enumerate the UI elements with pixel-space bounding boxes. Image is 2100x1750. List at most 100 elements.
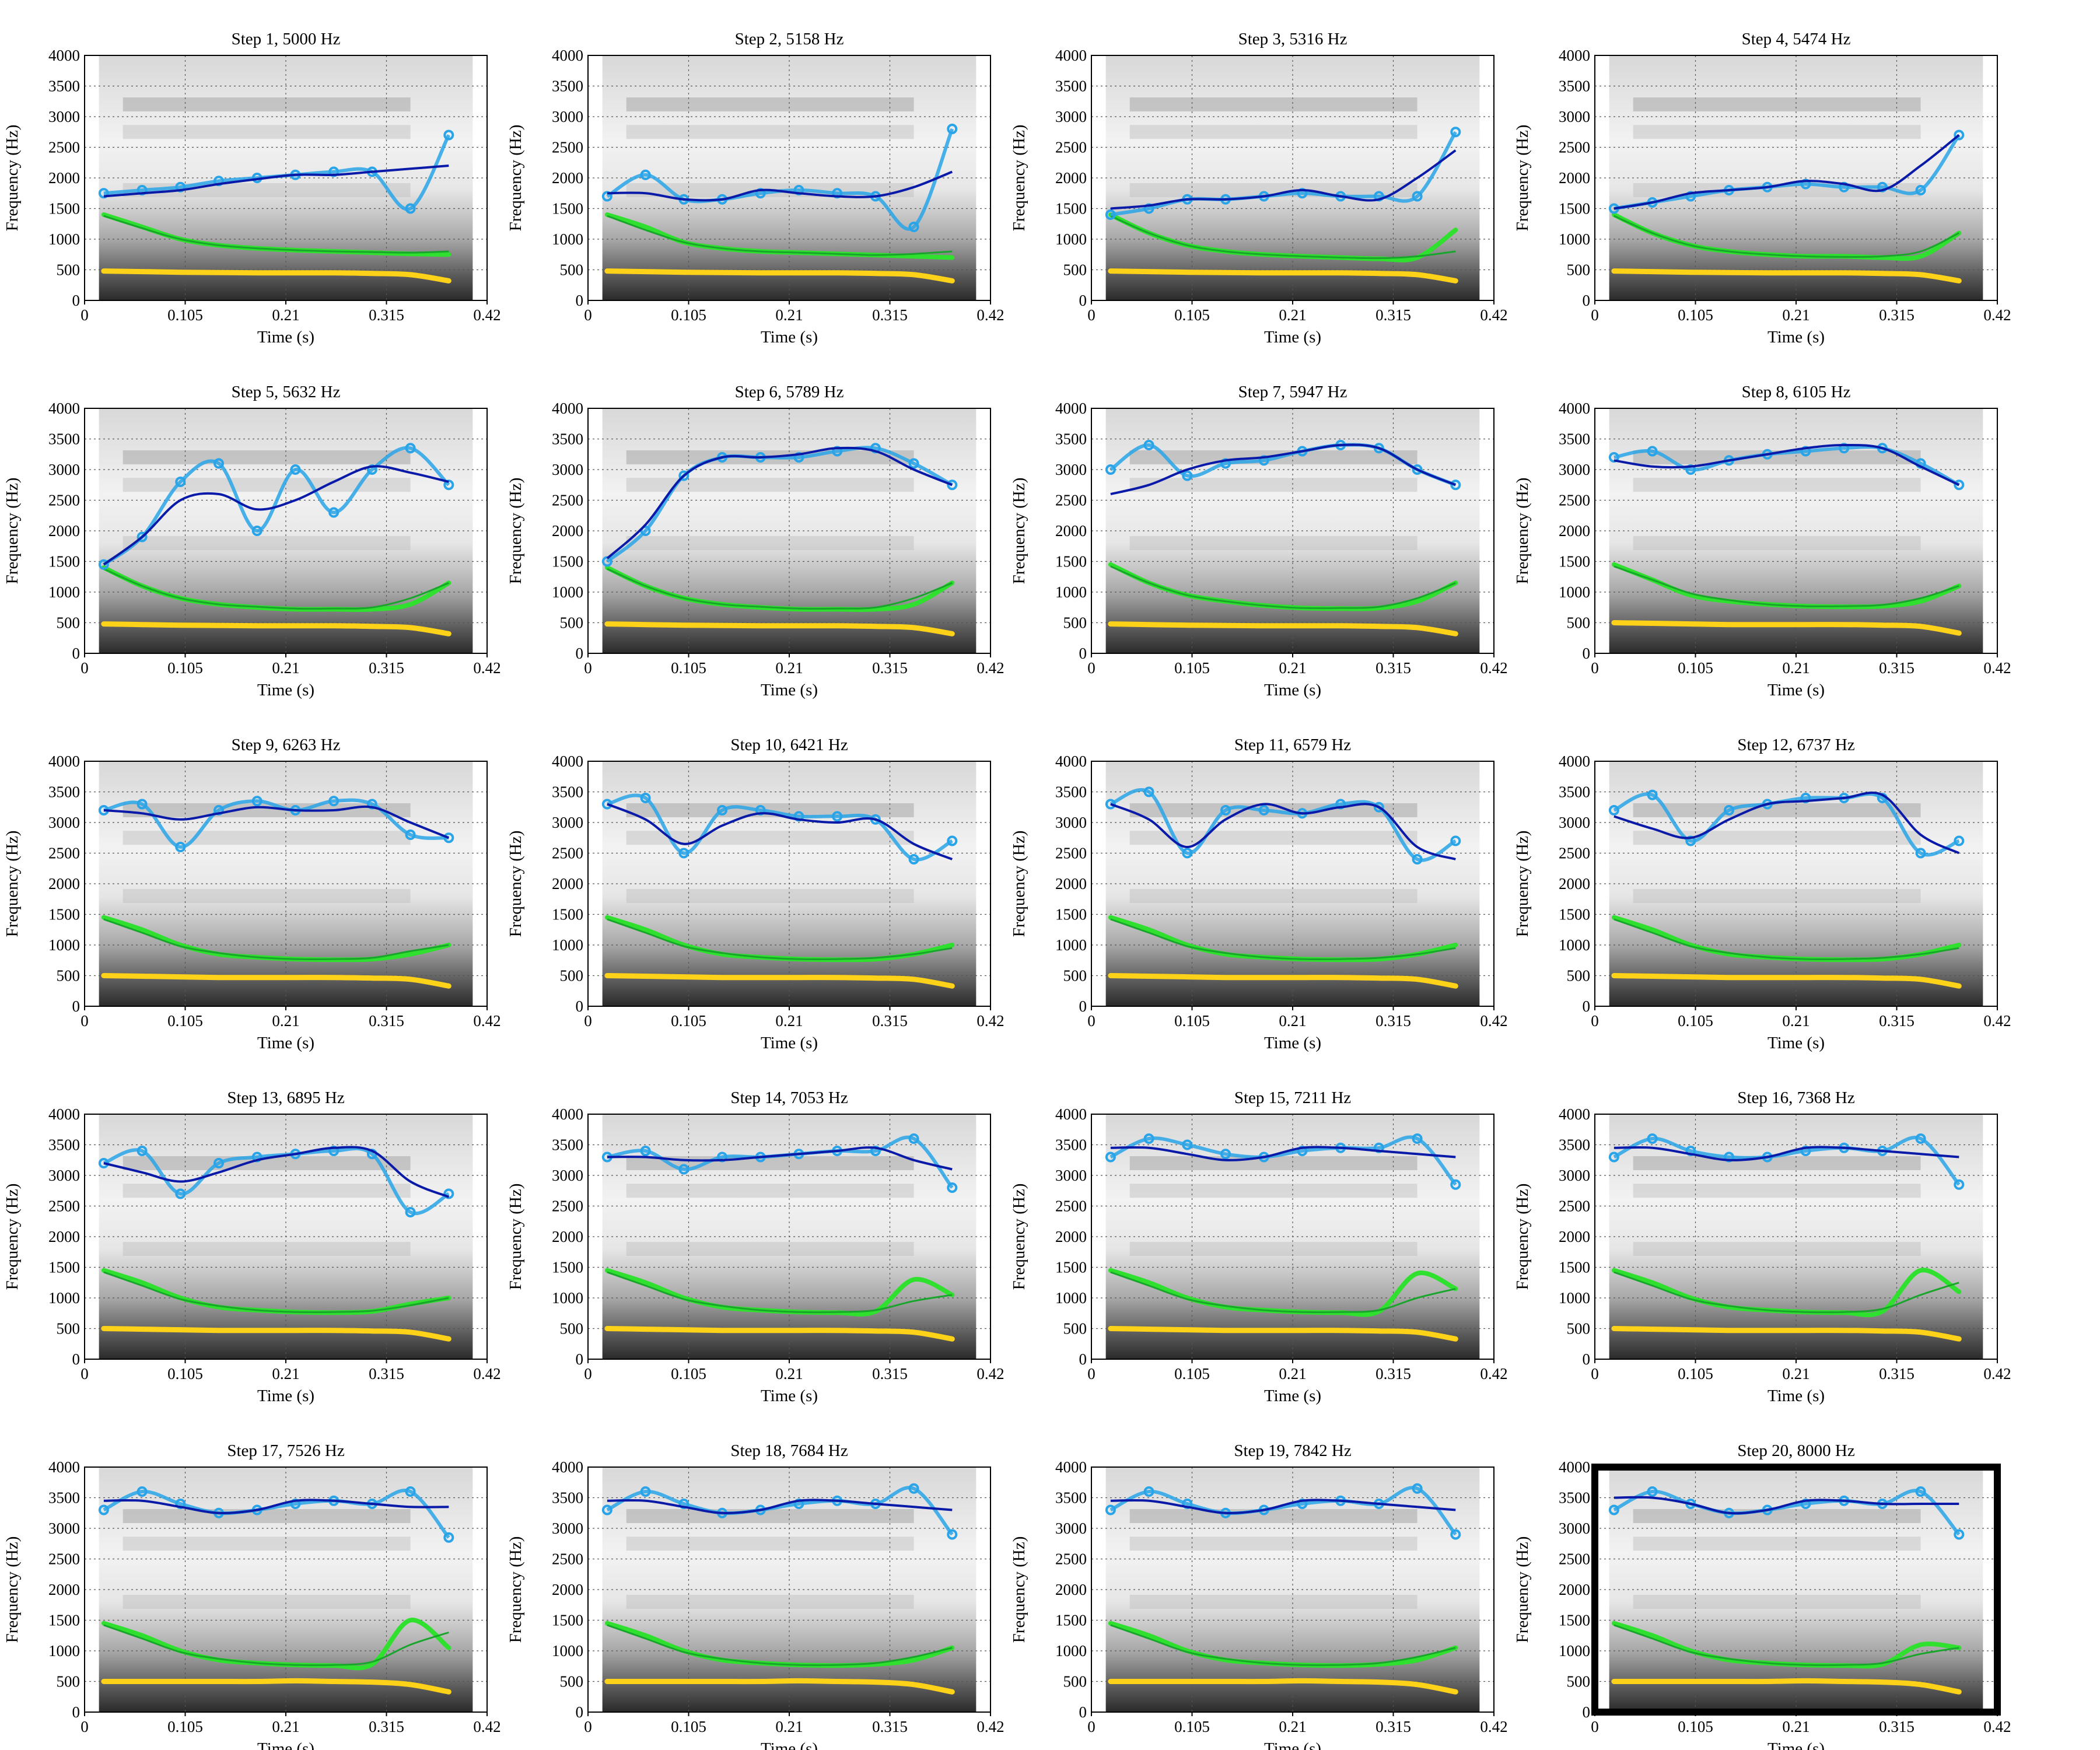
panel-8: 0 0.105 0.21 0.315 0.42 0 500 1000 1500 2000 2500 3… [1513, 383, 2011, 699]
series-f3-trace [1614, 134, 1961, 211]
y-tick-label: 4000 [1055, 1458, 1087, 1476]
y-tick-label: 2000 [552, 1228, 583, 1245]
x-axis-label: Time (s) [761, 1034, 818, 1052]
spectrogram-band [626, 97, 914, 111]
x-tick-label: 0.315 [1376, 659, 1411, 677]
spectrogram-band [123, 1595, 411, 1609]
x-tick-label: 0 [584, 306, 592, 324]
y-tick-label: 0 [72, 645, 80, 662]
x-tick-label: 0.21 [1782, 1718, 1810, 1735]
x-tick-label: 0.105 [1174, 1012, 1210, 1030]
spectrogram-band [1633, 1595, 1921, 1609]
x-tick-label: 0.21 [775, 659, 803, 677]
series-f3-trace [103, 1146, 450, 1216]
y-tick-label: 2500 [48, 492, 80, 509]
y-tick-label: 3500 [552, 1489, 583, 1507]
x-tick-label: 0.21 [272, 659, 299, 677]
y-tick-label: 3500 [48, 1136, 80, 1154]
y-tick-label: 0 [576, 998, 584, 1015]
spectrogram-band [1129, 536, 1418, 550]
x-tick-label: 0.21 [1279, 1012, 1306, 1030]
y-tick-label: 3500 [1055, 78, 1087, 95]
y-tick-label: 2000 [48, 1228, 80, 1245]
x-tick-label: 0.105 [671, 1012, 706, 1030]
x-axis-label: Time (s) [1768, 1034, 1825, 1052]
y-tick-label: 3500 [48, 783, 80, 801]
y-tick-label: 2500 [1055, 1550, 1087, 1568]
x-tick-label: 0.42 [1480, 306, 1507, 324]
series-f1-line [604, 973, 955, 989]
panel-title: Step 6, 5789 Hz [735, 383, 844, 401]
series-f3-point [98, 1504, 109, 1516]
series-f3-trace [1110, 1486, 1457, 1536]
x-tick-label: 0.315 [872, 306, 908, 324]
y-tick-label: 3000 [552, 814, 583, 831]
x-tick-label: 0.315 [1879, 659, 1915, 677]
series-f3-fit [103, 465, 449, 566]
series-f3-fit [1614, 1496, 1959, 1515]
y-tick-label: 3000 [1559, 108, 1590, 125]
panel-title: Step 19, 7842 Hz [1234, 1441, 1352, 1460]
series-f3-trace [103, 798, 449, 849]
y-tick-label: 500 [560, 614, 584, 632]
spectrogram-band [626, 1595, 914, 1609]
series-f3-trace [1110, 788, 1457, 862]
x-tick-label: 0.21 [1782, 1012, 1810, 1030]
y-axis-label: Frequency (Hz) [1513, 1536, 1532, 1643]
x-tick-label: 0.315 [369, 659, 404, 677]
y-tick-label: 2500 [1559, 492, 1590, 509]
y-tick-label: 0 [1583, 1703, 1591, 1721]
y-axis-label: Frequency (Hz) [506, 478, 525, 584]
x-tick-label: 0.42 [1983, 1365, 2011, 1382]
y-axis-label: Frequency (Hz) [1010, 1184, 1028, 1290]
y-axis-label: Frequency (Hz) [506, 831, 525, 937]
y-tick-label: 1000 [552, 583, 583, 601]
x-tick-label: 0.42 [977, 306, 1004, 324]
x-tick-label: 0.315 [1879, 1012, 1915, 1030]
y-tick-label: 1500 [1055, 200, 1087, 218]
y-tick-label: 500 [57, 967, 80, 985]
spectrogram-band [1633, 478, 1921, 492]
y-tick-label: 500 [1063, 614, 1087, 632]
x-tick-label: 0.315 [872, 659, 908, 677]
y-tick-label: 2500 [48, 1198, 80, 1215]
y-tick-label: 500 [560, 967, 584, 985]
y-tick-label: 0 [1583, 998, 1591, 1015]
spectrogram-band [1633, 1509, 1921, 1523]
y-tick-label: 2500 [48, 139, 80, 156]
x-tick-label: 0.105 [167, 1365, 203, 1382]
series-f2-fit [1110, 918, 1456, 961]
x-tick-label: 0.105 [167, 306, 203, 324]
y-tick-label: 3000 [1055, 108, 1087, 125]
spectrogram-band [1633, 889, 1921, 903]
x-tick-label: 0.42 [473, 1012, 501, 1030]
x-tick-label: 0.315 [369, 1365, 404, 1382]
y-tick-label: 500 [560, 1673, 584, 1690]
y-tick-label: 1500 [48, 906, 80, 923]
y-tick-label: 0 [72, 292, 80, 309]
spectrogram-band [1633, 831, 1921, 845]
y-tick-label: 1000 [552, 936, 583, 954]
x-tick-label: 0 [80, 306, 89, 324]
spectrogram-band [626, 478, 914, 492]
y-tick-label: 4000 [1055, 1105, 1087, 1123]
y-tick-label: 500 [1567, 1673, 1591, 1690]
y-tick-label: 1000 [1055, 583, 1087, 601]
x-tick-label: 0.105 [1678, 1012, 1713, 1030]
y-axis-label: Frequency (Hz) [1513, 125, 1532, 232]
series-f3-trace [1613, 1489, 1961, 1536]
x-tick-label: 0 [1591, 1012, 1599, 1030]
y-tick-label: 2000 [48, 1581, 80, 1598]
y-tick-label: 1000 [552, 1642, 583, 1660]
spectrogram-band [1129, 1595, 1418, 1609]
y-tick-label: 2000 [552, 522, 583, 540]
y-tick-label: 3500 [48, 1489, 80, 1507]
y-tick-label: 4000 [48, 752, 80, 770]
spectrogram-band [626, 1184, 914, 1198]
x-tick-label: 0.21 [775, 1718, 803, 1735]
series-f2-fit [607, 1624, 953, 1667]
y-tick-label: 1000 [1055, 1289, 1087, 1307]
spectrogram-band [626, 536, 914, 550]
y-tick-label: 1500 [48, 553, 80, 570]
y-tick-label: 3500 [1055, 1136, 1087, 1154]
